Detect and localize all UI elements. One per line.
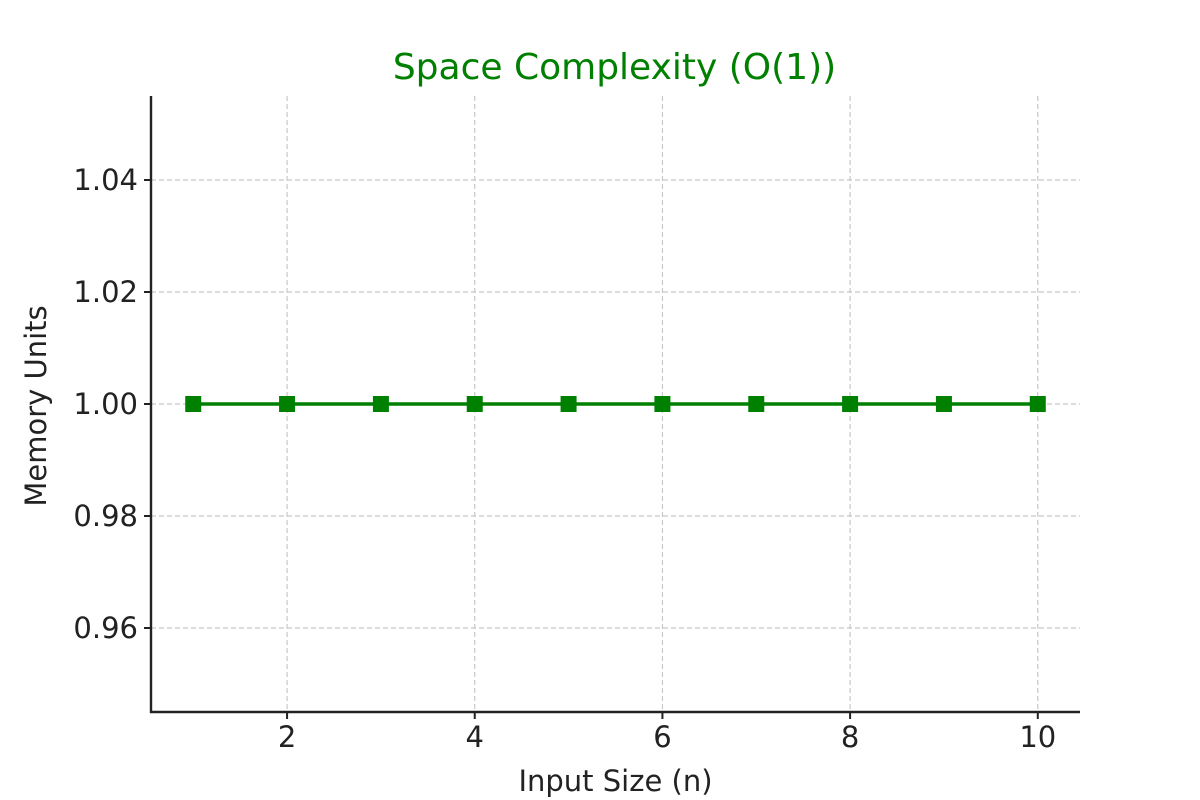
data-point-marker <box>935 396 952 412</box>
y-tick-label: 1.00 <box>73 387 138 421</box>
x-tick-label: 6 <box>653 720 671 754</box>
data-point-marker <box>279 396 296 412</box>
y-tick-label: 1.02 <box>73 275 138 309</box>
data-point-marker <box>842 396 859 412</box>
y-axis-title: Memory Units <box>19 305 53 506</box>
data-point-marker <box>185 396 202 412</box>
y-tick-label: 1.04 <box>73 163 138 197</box>
chart-title: Space Complexity (O(1)) <box>393 47 836 88</box>
x-tick-label: 2 <box>278 720 296 754</box>
data-point-marker <box>1029 396 1046 412</box>
x-tick-label: 8 <box>841 720 859 754</box>
x-axis-title: Input Size (n) <box>518 764 712 798</box>
ticks: 2 4 6 8 10 0.96 0.98 1.00 1.02 1.04 <box>73 163 1056 754</box>
data-point-marker <box>372 396 389 412</box>
y-tick-label: 0.98 <box>73 499 138 533</box>
data-point-marker <box>654 396 671 412</box>
plot-area <box>185 396 1046 412</box>
y-tick-label: 0.96 <box>73 611 138 645</box>
x-tick-label: 4 <box>466 720 484 754</box>
data-point-marker <box>560 396 577 412</box>
x-tick-label: 10 <box>1019 720 1056 754</box>
data-point-marker <box>466 396 483 412</box>
data-point-marker <box>748 396 765 412</box>
